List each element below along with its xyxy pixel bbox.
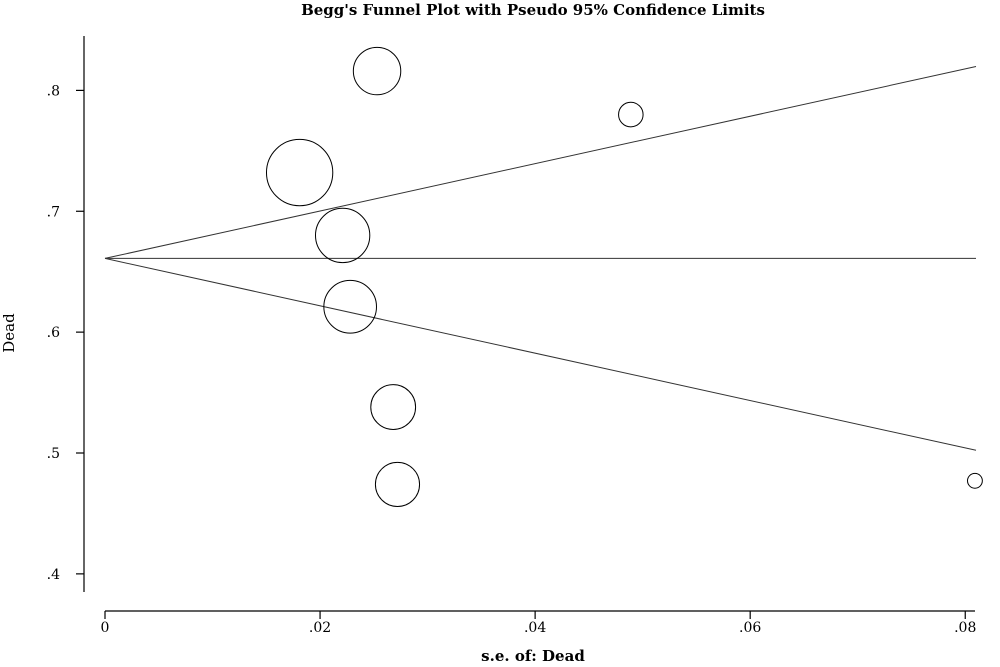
y-axis-ticks: .4 .5 .6 .7 .8 (47, 83, 84, 583)
x-axis-label: s.e. of: Dead (481, 647, 585, 665)
x-tick-label: .08 (954, 620, 976, 636)
x-axis-ticks: 0 .02 .04 .06 .08 (101, 611, 976, 636)
study-point (265, 138, 334, 207)
study-point (314, 207, 371, 264)
y-tick-label: .8 (47, 83, 60, 99)
y-axis-label: Dead (0, 313, 18, 353)
study-point (323, 279, 377, 334)
study-point (967, 472, 983, 489)
x-tick-label: 0 (101, 620, 110, 636)
x-tick-label: .04 (524, 620, 546, 636)
study-points (265, 46, 983, 507)
y-tick-label: .4 (47, 567, 60, 583)
study-point (618, 101, 644, 128)
upper-limit-line (104, 66, 977, 259)
x-tick-label: .02 (309, 620, 331, 636)
x-tick-label: .06 (739, 620, 761, 636)
study-point (370, 384, 417, 430)
chart-title: Begg's Funnel Plot with Pseudo 95% Confi… (301, 1, 765, 19)
study-point (352, 46, 402, 96)
y-tick-label: .7 (47, 204, 60, 220)
funnel-lines (104, 66, 977, 451)
y-tick-label: .6 (47, 325, 60, 341)
study-point (374, 461, 421, 507)
lower-limit-line (104, 257, 977, 451)
y-tick-label: .5 (47, 446, 60, 462)
